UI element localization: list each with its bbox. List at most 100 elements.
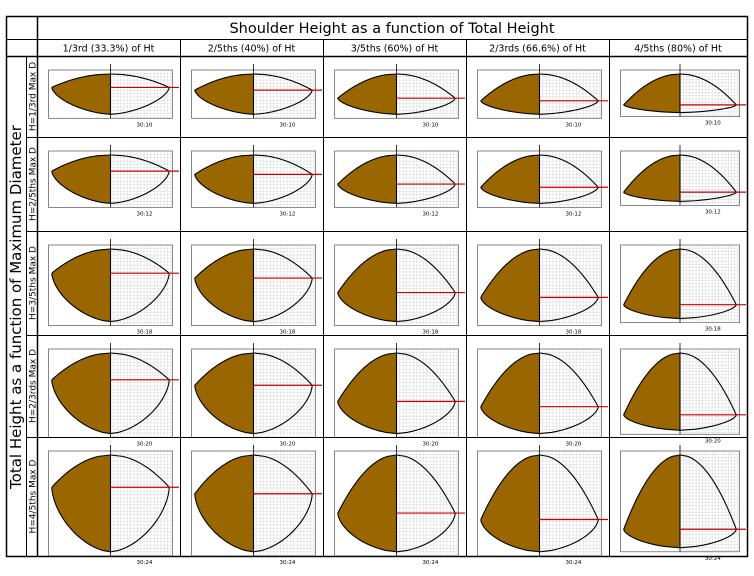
diagram-cell: 30:20	[191, 343, 322, 448]
ratio-label: 30:20	[280, 442, 296, 448]
profile-outline	[110, 248, 170, 323]
filled-profile-half	[51, 248, 112, 323]
profile-outline	[252, 352, 313, 435]
ratio-label: 30:10	[705, 121, 721, 127]
ratio-label: 30:12	[566, 211, 582, 217]
filled-profile-half	[623, 454, 681, 549]
profile-outline	[109, 73, 170, 115]
filled-profile-half	[51, 352, 112, 435]
ratio-label: 30:24	[423, 560, 439, 566]
filled-profile-half	[51, 154, 112, 205]
profile-outline	[539, 248, 599, 323]
diagram-cell: 30:10	[620, 64, 746, 127]
row-axis-title: Total Height as a function of Maximum Di…	[7, 124, 25, 490]
ratio-label: 30:12	[137, 211, 153, 217]
profile-outline	[395, 73, 456, 115]
ratio-label: 30:18	[137, 330, 153, 336]
grid-lines	[110, 151, 173, 208]
ratio-label: 30:12	[705, 209, 721, 215]
filled-profile-half	[480, 352, 541, 435]
filled-profile-half	[194, 248, 255, 323]
filled-profile-half	[623, 352, 681, 431]
profile-outline	[679, 154, 737, 202]
diagram-cell: 30:18	[48, 239, 179, 336]
diagram-cell: 30:18	[477, 239, 608, 336]
profile-outline	[109, 352, 170, 435]
diagram-cell: 30:10	[48, 64, 179, 128]
grid-lines	[110, 451, 173, 556]
diagram-cell: 30:24	[334, 445, 465, 566]
filled-profile-half	[51, 73, 112, 115]
filled-profile-half	[194, 454, 255, 553]
profile-outline	[538, 352, 599, 435]
diagram-cell: 30:12	[191, 145, 322, 217]
profile-outline	[110, 154, 170, 204]
diagram-cell: 30:20	[477, 343, 608, 448]
diagram-cell: 30:24	[48, 445, 179, 566]
cell-dividers	[26, 39, 748, 557]
ratio-label: 30:10	[137, 122, 153, 128]
ratio-label: 30:18	[423, 330, 439, 336]
filled-profile-half	[51, 454, 112, 553]
row-label: H=2/5ths Max D	[29, 147, 39, 221]
grid-lines	[396, 151, 459, 208]
diagram-cell: 30:12	[620, 145, 746, 215]
diagram-cell: 30:24	[477, 445, 608, 566]
diagram-cell: 30:18	[334, 239, 465, 336]
grid-lines	[539, 451, 602, 556]
outer-border	[5, 15, 749, 558]
page-title: Shoulder Height as a function of Total H…	[229, 21, 554, 37]
profile-outline	[396, 248, 456, 323]
ratio-label: 30:20	[137, 442, 153, 448]
diagram-cell: 30:24	[191, 445, 322, 566]
row-label: H=4/5ths Max D	[29, 459, 39, 533]
ratio-label: 30:18	[705, 327, 721, 333]
column-header: 4/5ths (80%) of Ht	[634, 44, 722, 55]
row-label: H=3/5ths Max D	[29, 246, 39, 320]
column-header: 1/3rd (33.3%) of Ht	[63, 44, 155, 55]
diagram-cell: 30:20	[620, 343, 746, 444]
diagram-cell: 30:20	[48, 343, 179, 448]
filled-profile-half	[194, 73, 255, 115]
column-header: 2/3rds (66.6%) of Ht	[489, 44, 586, 55]
diagram-cell: 30:18	[191, 239, 322, 336]
row-label: H=1/3rd Max D	[29, 62, 39, 131]
filled-profile-half	[337, 154, 398, 204]
grid-lines	[396, 349, 459, 438]
filled-profile-half	[337, 454, 398, 553]
column-header: 3/5ths (60%) of Ht	[351, 44, 439, 55]
grid-lines	[396, 451, 459, 556]
ratio-label: 30:24	[137, 560, 153, 566]
diagram-cell: 30:18	[620, 239, 746, 333]
diagram-cell: 30:12	[477, 145, 608, 217]
profile-outline	[253, 454, 313, 553]
ratio-label: 30:20	[705, 438, 721, 444]
ratio-label: 30:10	[566, 122, 582, 128]
filled-profile-half	[623, 248, 681, 320]
diagram-cell: 30:12	[334, 145, 465, 217]
grid-lines	[680, 151, 740, 206]
grid-lines	[253, 245, 316, 326]
filled-profile-half	[480, 454, 541, 553]
ratio-label: 30:24	[705, 556, 721, 562]
ratio-label: 30:20	[566, 442, 582, 448]
row-labels: H=1/3rd Max D H=2/5ths Max D H=3/5ths Max …	[29, 62, 39, 534]
ratio-label: 30:10	[280, 122, 296, 128]
filled-profile-half	[623, 154, 681, 202]
filled-profile-half	[194, 352, 255, 435]
profile-outline	[110, 454, 170, 553]
diagram-cell: 30:10	[477, 64, 608, 128]
ratio-label: 30:12	[280, 211, 296, 217]
filled-profile-half	[194, 154, 255, 205]
profile-outline	[539, 154, 599, 204]
profile-outline	[679, 352, 737, 431]
grid-lines	[680, 451, 740, 552]
diagram-cell: 30:24	[620, 445, 746, 562]
profile-outline	[253, 248, 313, 323]
grid-lines	[253, 349, 316, 438]
diagram-cells: 30:10 30:10 30:10 30:10 30:10 30:12 30:12 30:12…	[48, 64, 746, 566]
diagram-cell: 30:10	[334, 64, 465, 128]
profile-outline	[538, 73, 599, 115]
profile-outline	[539, 454, 599, 553]
